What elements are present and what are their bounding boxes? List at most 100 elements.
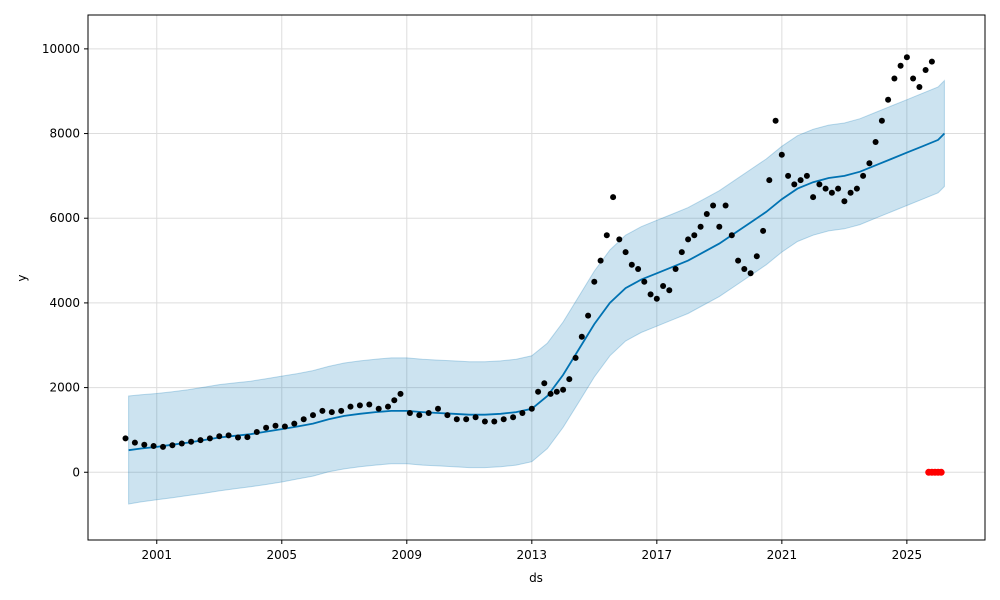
observed-point [385,403,391,410]
observed-point [647,291,654,298]
plot-frame [87,14,986,541]
y-axis-label: y [15,274,29,281]
y-axis: 0 2000 4000 6000 8000 10000 [42,42,88,479]
observed-point [235,434,241,441]
observed-point [356,402,363,409]
uncertainty-interval [128,79,945,505]
observed-point [338,407,345,414]
observed-point [828,189,835,196]
observed-point [860,172,867,179]
observed-point [922,67,929,73]
observed-point [810,194,817,201]
observed-point [822,185,829,192]
x-tick-label: 2001 [141,548,172,562]
observed-point [903,54,910,61]
observed-point [253,429,260,435]
observed-point [206,435,213,442]
uncertainty-band [128,79,945,505]
observed-point [716,223,723,230]
observed-point [685,236,692,243]
observed-point [500,416,507,423]
observed-point [472,414,479,421]
observed-point [444,412,451,419]
observed-point [910,75,917,82]
observed-point [603,232,610,239]
observed-point [453,416,460,423]
observed-point [197,437,204,444]
observed-point [728,232,735,239]
observed-point [897,62,904,69]
observed-point [541,380,548,387]
observed-point [375,405,382,412]
observed-point [510,414,517,421]
observed-point [666,287,673,294]
observed-point [435,405,441,412]
observed-point [585,312,592,319]
observed-point [591,278,598,285]
observed-point [791,181,798,188]
observed-point [610,194,617,201]
y-tick-label: 6000 [49,211,80,225]
observed-point [697,223,704,230]
observed-point [150,443,157,449]
observed-point [816,181,823,188]
x-tick-label: 2009 [392,548,423,562]
observed-point [547,390,554,397]
x-tick-label: 2021 [767,548,798,562]
observed-point [572,354,579,361]
observed-point [397,390,404,397]
observed-point [778,151,785,158]
y-tick-label: 2000 [49,381,80,395]
observed-point [660,283,667,289]
observed-point [131,439,138,446]
observed-point [803,172,810,179]
x-axis: 2001 2005 2009 2013 2017 2021 2025 [141,540,922,562]
observed-point [678,249,685,256]
y-tick-label: 4000 [49,296,80,310]
observed-point [491,418,498,425]
observed-point [553,388,560,395]
observed-point [710,202,717,209]
observed-point [481,418,488,425]
observed-point [347,403,354,410]
observed-point [735,257,742,264]
observed-point [463,416,470,423]
plot-frame-bg [88,15,985,540]
observed-point [841,198,848,205]
observed-point [722,202,729,209]
observed-point [785,172,792,179]
observed-point [578,333,585,340]
observed-point [281,423,288,430]
observed-point [878,117,885,124]
observed-point [916,84,923,90]
observed-point [272,422,279,429]
observed-point [328,409,335,416]
observed-point [528,405,535,412]
observed-point [391,397,398,404]
observed-point [178,440,185,447]
x-axis-label: ds [529,571,543,585]
observed-point [519,410,526,416]
observed-point [691,232,698,239]
observed-point [366,401,373,408]
observed-point [425,410,432,416]
observed-point [928,58,935,65]
observed-point [847,189,854,196]
observed-point [653,295,660,302]
observed-point [216,433,223,440]
observed-point [672,266,679,272]
observed-point [616,236,623,243]
observed-point [797,177,804,184]
observed-point [622,249,629,256]
observed-point [641,278,648,285]
observed-point [141,441,148,448]
observed-point [772,117,779,124]
observed-point [535,388,542,395]
observed-point [225,432,232,439]
observed-point [263,424,270,431]
test-points [925,468,945,476]
observed-point [872,139,879,145]
observed-point [753,253,760,260]
observed-point [291,420,298,427]
